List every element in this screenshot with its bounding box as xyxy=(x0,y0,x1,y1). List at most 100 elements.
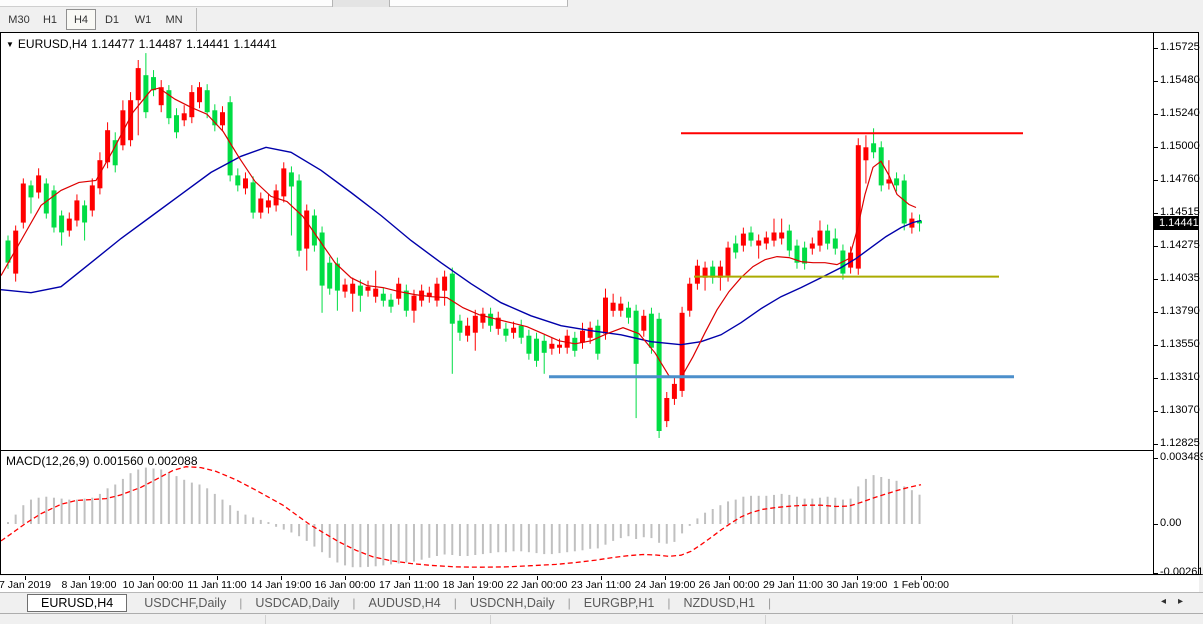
left-arrow-icon[interactable]: ◂ xyxy=(1160,596,1178,607)
top-cutoff-panel xyxy=(0,0,568,7)
current-price-tag: 1.14441 xyxy=(1154,216,1199,230)
price-tick xyxy=(1154,279,1158,280)
macd-indicator-label: MACD(12,26,9) 0.001560 0.002088 xyxy=(6,454,202,468)
timeframe-button-d1[interactable]: D1 xyxy=(104,13,120,26)
date-axis-label: 30 Jan 19:00 xyxy=(826,579,888,591)
chart-symbol-label: EURUSD,H4 xyxy=(17,37,88,51)
date-axis-label: 23 Jan 11:00 xyxy=(571,579,631,591)
candles-layer xyxy=(5,53,922,438)
timeframe-button-h1[interactable]: H1 xyxy=(42,13,58,26)
price-axis-label: 1.13550 xyxy=(1160,338,1200,350)
date-tick xyxy=(729,576,730,580)
date-axis-label: 17 Jan 11:00 xyxy=(379,579,439,591)
timeframe-button-w1[interactable]: W1 xyxy=(134,13,152,26)
ohlc-high: 1.14487 xyxy=(138,37,183,51)
macd-chart[interactable] xyxy=(1,451,1153,574)
ohlc-low: 1.14441 xyxy=(186,37,230,51)
price-tick xyxy=(1154,246,1158,247)
tab-scroll-arrows: ◂▸ xyxy=(1161,596,1195,607)
price-tick xyxy=(1154,147,1158,148)
down-triangle-icon[interactable]: ▼ xyxy=(6,40,14,49)
panel-divider[interactable] xyxy=(1,450,1198,451)
date-axis-label: 29 Jan 11:00 xyxy=(763,579,823,591)
price-tick xyxy=(1154,312,1158,313)
date-axis-label: 7 Jan 2019 xyxy=(0,579,51,591)
tab-divider: | xyxy=(239,596,243,610)
price-axis-label: 1.13790 xyxy=(1160,305,1200,317)
price-axis-label: 1.15240 xyxy=(1160,107,1200,119)
price-axis[interactable]: 1.14441 1.15725 1.15480 1.15240 1.15000 1.14… xyxy=(1153,33,1203,578)
price-axis-label: 1.15725 xyxy=(1160,41,1200,53)
price-axis-label: 1.14515 xyxy=(1160,206,1200,218)
price-tick xyxy=(1154,48,1158,49)
tab-eurgbp-h1[interactable]: EURGBP,H1 xyxy=(583,596,655,610)
status-strip xyxy=(0,613,1203,624)
price-tick xyxy=(1154,81,1158,82)
chart-header: ▼ EURUSD,H4 1.14477 1.14487 1.14441 1.14441 xyxy=(6,37,281,51)
price-tick xyxy=(1154,114,1158,115)
price-axis-label: 1.14275 xyxy=(1160,239,1200,251)
top-cutoff-strip xyxy=(0,0,1203,7)
macd-axis-label: 0.003489 xyxy=(1160,451,1203,463)
macd-tick xyxy=(1154,573,1158,574)
price-tick xyxy=(1154,345,1158,346)
macd-tick xyxy=(1154,458,1158,459)
date-axis-label: 18 Jan 19:00 xyxy=(442,579,504,591)
timeframe-button-m30[interactable]: M30 xyxy=(8,13,30,26)
macd-name: MACD(12,26,9) xyxy=(6,454,90,468)
date-tick xyxy=(153,576,154,580)
price-chart[interactable] xyxy=(1,33,1153,450)
tab-usdcnh-daily[interactable]: USDCNH,Daily xyxy=(469,596,555,610)
tab-nzdusd-h1[interactable]: NZDUSD,H1 xyxy=(683,596,756,610)
date-tick xyxy=(25,576,26,580)
timeframe-button-mn[interactable]: MN xyxy=(165,13,183,26)
date-axis-label: 26 Jan 00:00 xyxy=(698,579,760,591)
tab-divider: | xyxy=(768,596,772,610)
timeframe-button-h4[interactable]: H4 xyxy=(66,9,96,30)
status-strip-separator xyxy=(1012,615,1013,624)
date-axis-label: 14 Jan 19:00 xyxy=(250,579,312,591)
top-cutoff-control xyxy=(332,0,390,7)
macd-signal-line xyxy=(1,466,922,568)
tab-eurusd-h4[interactable]: EURUSD,H4 xyxy=(27,594,128,612)
price-axis-label: 1.15480 xyxy=(1160,74,1200,86)
macd-histogram xyxy=(7,467,921,568)
tab-divider: | xyxy=(567,596,571,610)
date-tick xyxy=(473,576,474,580)
tab-divider: | xyxy=(352,596,356,610)
tab-usdchf-daily[interactable]: USDCHF,Daily xyxy=(144,596,227,610)
ma-fast-line xyxy=(1,87,917,379)
date-axis[interactable]: 7 Jan 2019 8 Jan 19:00 10 Jan 00:00 11 Jan … xyxy=(0,576,1199,592)
tab-divider: | xyxy=(453,596,457,610)
tab-divider: | xyxy=(667,596,671,610)
chart-window[interactable]: ▼ EURUSD,H4 1.14477 1.14487 1.14441 1.14441 M… xyxy=(0,32,1203,578)
right-arrow-icon[interactable]: ▸ xyxy=(1177,596,1195,607)
tab-usdcad-daily[interactable]: USDCAD,Daily xyxy=(255,596,340,610)
date-tick xyxy=(601,576,602,580)
toolbar-separator xyxy=(196,8,197,31)
tab-audusd-h4[interactable]: AUDUSD,H4 xyxy=(368,596,441,610)
date-axis-label: 16 Jan 00:00 xyxy=(314,579,376,591)
price-tick xyxy=(1154,444,1158,445)
price-tick xyxy=(1154,213,1158,214)
price-axis-label: 1.14035 xyxy=(1160,272,1200,284)
date-axis-label: 1 Feb 00:00 xyxy=(892,579,950,591)
status-strip-separator xyxy=(265,615,266,624)
date-tick xyxy=(409,576,410,580)
ohlc-open: 1.14477 xyxy=(91,37,135,51)
date-axis-label: 10 Jan 00:00 xyxy=(122,579,184,591)
price-axis-label: 1.15000 xyxy=(1160,140,1200,152)
ohlc-close: 1.14441 xyxy=(233,37,277,51)
date-tick xyxy=(345,576,346,580)
date-tick xyxy=(217,576,218,580)
price-axis-label: 1.14760 xyxy=(1160,173,1200,185)
date-tick xyxy=(665,576,666,580)
macd-main-value: 0.001560 xyxy=(93,454,144,468)
date-axis-label: 8 Jan 19:00 xyxy=(61,579,117,591)
date-tick xyxy=(281,576,282,580)
date-axis-label: 11 Jan 11:00 xyxy=(187,579,247,591)
ma-slow-line xyxy=(1,146,922,346)
macd-signal-value: 0.002088 xyxy=(147,454,198,468)
timeframe-toolbar: M30 H1 H4 D1 W1 MN xyxy=(0,7,1203,32)
date-tick xyxy=(921,576,922,580)
